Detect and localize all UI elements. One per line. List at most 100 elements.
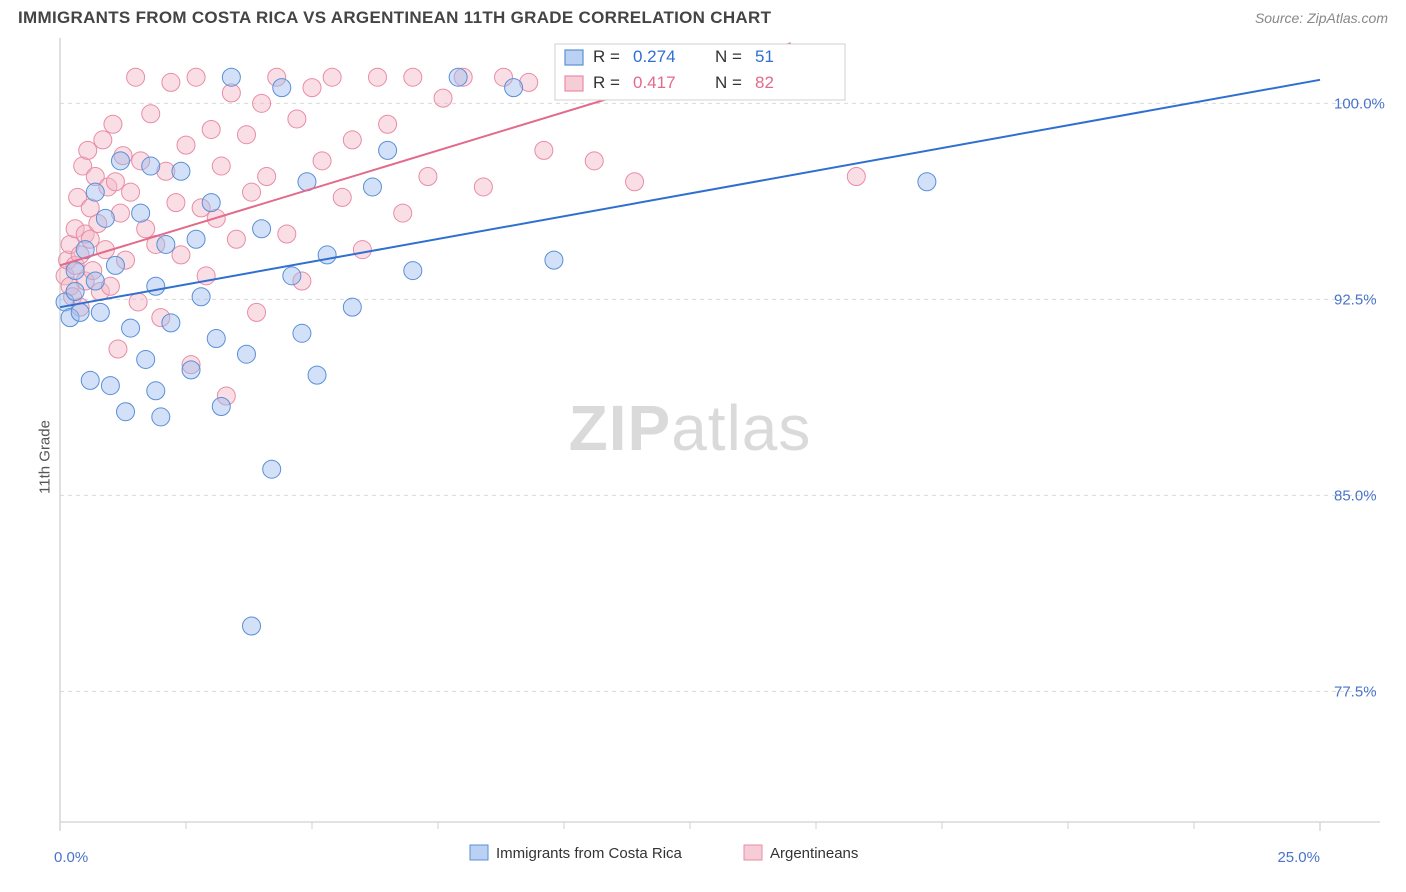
data-point-costarica: [147, 382, 165, 400]
data-point-costarica: [187, 230, 205, 248]
data-point-costarica: [404, 262, 422, 280]
data-point-argentineans: [394, 204, 412, 222]
x-tick-label: 25.0%: [1277, 849, 1320, 866]
stat-N-value-argentineans: 82: [755, 73, 774, 92]
data-point-argentineans: [288, 110, 306, 128]
data-point-argentineans: [167, 194, 185, 212]
data-point-argentineans: [106, 173, 124, 191]
stat-N-label: N =: [715, 47, 742, 66]
data-point-argentineans: [353, 241, 371, 259]
data-point-argentineans: [474, 178, 492, 196]
stats-legend: R = 0.274 N = 51 R = 0.417 N = 82: [555, 44, 845, 100]
legend-label-costarica: Immigrants from Costa Rica: [496, 845, 683, 862]
data-point-costarica: [117, 403, 135, 421]
data-point-argentineans: [212, 157, 230, 175]
legend-label-argentineans: Argentineans: [770, 845, 858, 862]
data-point-costarica: [192, 288, 210, 306]
data-point-argentineans: [323, 68, 341, 86]
x-tick-label: 0.0%: [54, 849, 88, 866]
data-point-costarica: [343, 298, 361, 316]
data-point-costarica: [71, 303, 89, 321]
data-point-costarica: [152, 408, 170, 426]
data-point-costarica: [132, 204, 150, 222]
data-point-argentineans: [177, 136, 195, 154]
data-point-argentineans: [79, 141, 97, 159]
data-point-argentineans: [248, 303, 266, 321]
data-point-costarica: [449, 68, 467, 86]
data-point-costarica: [66, 262, 84, 280]
data-point-costarica: [293, 324, 311, 342]
data-point-argentineans: [253, 94, 271, 112]
data-point-argentineans: [187, 68, 205, 86]
legend-swatch-costarica: [565, 50, 583, 65]
stat-N-value-costarica: 51: [755, 47, 774, 66]
stat-R-value-costarica: 0.274: [633, 47, 676, 66]
data-point-argentineans: [585, 152, 603, 170]
watermark: ZIPatlas: [569, 392, 812, 464]
data-point-argentineans: [333, 188, 351, 206]
y-axis-label: 11th Grade: [36, 420, 53, 494]
stat-R-value-argentineans: 0.417: [633, 73, 676, 92]
data-point-argentineans: [243, 183, 261, 201]
data-point-costarica: [86, 272, 104, 290]
data-point-costarica: [207, 330, 225, 348]
chart-area: 11th Grade 77.5% 85.0% 92.5% 100.0% 0.0% 25.0…: [0, 32, 1406, 882]
data-point-argentineans: [122, 183, 140, 201]
data-point-costarica: [91, 303, 109, 321]
data-point-argentineans: [162, 73, 180, 91]
data-point-costarica: [122, 319, 140, 337]
data-point-argentineans: [535, 141, 553, 159]
data-point-costarica: [172, 162, 190, 180]
data-point-costarica: [101, 377, 119, 395]
data-point-argentineans: [127, 68, 145, 86]
data-point-argentineans: [303, 79, 321, 97]
data-point-argentineans: [343, 131, 361, 149]
stat-R-label: R =: [593, 47, 620, 66]
data-point-argentineans: [278, 225, 296, 243]
data-point-costarica: [308, 366, 326, 384]
data-point-costarica: [505, 79, 523, 97]
stat-N-label: N =: [715, 73, 742, 92]
data-point-argentineans: [434, 89, 452, 107]
y-tick-label: 77.5%: [1334, 683, 1377, 700]
legend-swatch-argentineans: [744, 845, 762, 860]
y-tick-label: 100.0%: [1334, 95, 1385, 112]
stat-R-label: R =: [593, 73, 620, 92]
scatter-chart-svg: 77.5% 85.0% 92.5% 100.0% 0.0% 25.0% ZIPatlas R …: [0, 32, 1406, 882]
y-tick-label: 85.0%: [1334, 487, 1377, 504]
data-point-costarica: [96, 209, 114, 227]
source-name: ZipAtlas.com: [1307, 10, 1388, 26]
data-point-argentineans: [404, 68, 422, 86]
data-point-argentineans: [172, 246, 190, 264]
y-tick-label: 92.5%: [1334, 291, 1377, 308]
data-point-costarica: [222, 68, 240, 86]
data-point-costarica: [111, 152, 129, 170]
data-point-costarica: [253, 220, 271, 238]
data-point-costarica: [237, 345, 255, 363]
data-point-costarica: [263, 460, 281, 478]
source-prefix: Source:: [1255, 10, 1307, 26]
data-point-costarica: [283, 267, 301, 285]
data-point-argentineans: [847, 168, 865, 186]
data-point-costarica: [66, 282, 84, 300]
source-credit: Source: ZipAtlas.com: [1255, 10, 1388, 26]
data-point-costarica: [273, 79, 291, 97]
data-point-costarica: [318, 246, 336, 264]
data-point-costarica: [81, 371, 99, 389]
data-point-argentineans: [109, 340, 127, 358]
series-legend: Immigrants from Costa Rica Argentineans: [470, 845, 858, 862]
data-point-costarica: [147, 277, 165, 295]
data-point-costarica: [162, 314, 180, 332]
data-point-costarica: [86, 183, 104, 201]
title-bar: IMMIGRANTS FROM COSTA RICA VS ARGENTINEA…: [0, 0, 1406, 32]
data-point-costarica: [545, 251, 563, 269]
data-point-argentineans: [313, 152, 331, 170]
data-point-costarica: [243, 617, 261, 635]
data-point-costarica: [106, 256, 124, 274]
data-point-costarica: [182, 361, 200, 379]
data-point-costarica: [212, 397, 230, 415]
data-point-argentineans: [142, 105, 160, 123]
data-point-argentineans: [379, 115, 397, 133]
data-point-argentineans: [237, 126, 255, 144]
data-point-costarica: [142, 157, 160, 175]
